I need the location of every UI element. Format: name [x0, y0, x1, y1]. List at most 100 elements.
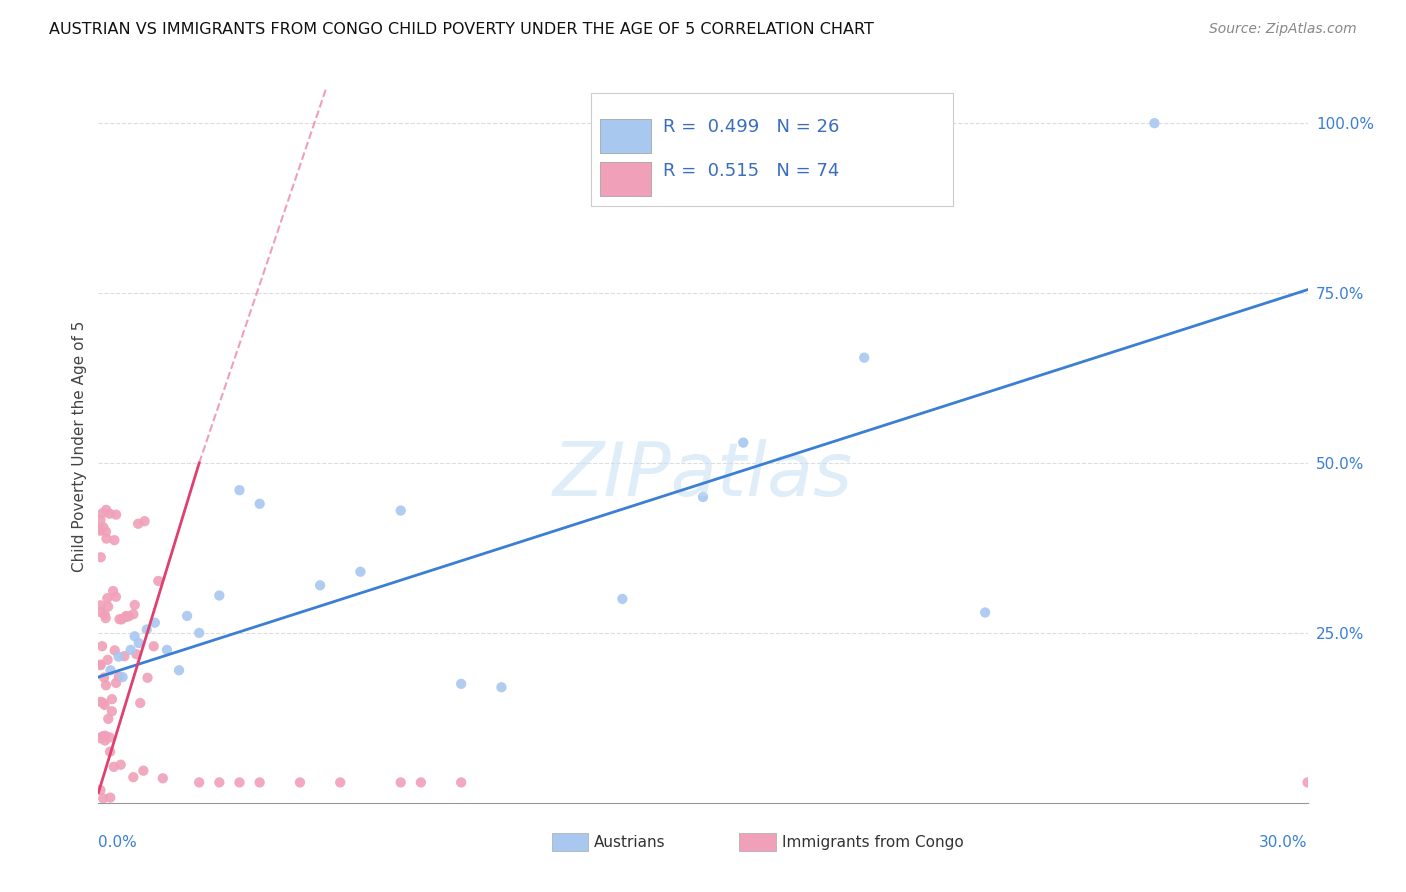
Point [122, 770, 145, 784]
Point [89, 522, 111, 536]
Point [974, 606, 997, 620]
Point [450, 677, 472, 691]
Point [91, 506, 114, 520]
Point [91, 791, 114, 805]
Point [148, 574, 170, 588]
Point [101, 692, 124, 706]
Point [122, 607, 145, 622]
Point [125, 647, 148, 661]
FancyBboxPatch shape [600, 120, 651, 153]
Point [208, 775, 231, 789]
Point [89, 695, 111, 709]
Point [124, 629, 146, 643]
Point [94, 729, 117, 743]
Point [152, 771, 174, 785]
Point [176, 608, 198, 623]
Point [110, 757, 132, 772]
Point [612, 591, 634, 606]
Point [94, 611, 117, 625]
FancyBboxPatch shape [600, 162, 651, 196]
Point [97, 599, 120, 614]
Point [409, 775, 432, 789]
Point [107, 649, 129, 664]
Point [104, 590, 127, 604]
Point [136, 671, 159, 685]
Point [103, 533, 125, 548]
Point [98, 790, 121, 805]
Point [349, 565, 371, 579]
Point [94, 503, 117, 517]
Point [98, 507, 121, 521]
Point [132, 764, 155, 778]
Point [142, 640, 165, 654]
Point [167, 663, 190, 677]
Point [93, 671, 115, 685]
FancyBboxPatch shape [551, 833, 588, 851]
Point [89, 658, 111, 673]
Point [208, 589, 231, 603]
Y-axis label: Child Poverty Under the Age of 5: Child Poverty Under the Age of 5 [72, 320, 87, 572]
Point [111, 670, 134, 684]
Point [93, 698, 115, 712]
Point [1143, 116, 1166, 130]
Point [249, 497, 271, 511]
Point [491, 680, 513, 694]
Point [94, 524, 117, 539]
Point [93, 607, 115, 622]
Point [97, 712, 120, 726]
Point [329, 775, 352, 789]
Point [309, 578, 332, 592]
Text: R =  0.515   N = 74: R = 0.515 N = 74 [664, 162, 839, 180]
Point [188, 775, 211, 789]
Text: Austrians: Austrians [595, 835, 666, 850]
Text: AUSTRIAN VS IMMIGRANTS FROM CONGO CHILD POVERTY UNDER THE AGE OF 5 CORRELATION C: AUSTRIAN VS IMMIGRANTS FROM CONGO CHILD … [49, 22, 875, 37]
Point [143, 615, 166, 630]
Point [450, 775, 472, 789]
Point [733, 435, 755, 450]
Text: R =  0.499   N = 26: R = 0.499 N = 26 [664, 118, 839, 136]
Point [104, 643, 127, 657]
Point [135, 623, 157, 637]
Point [1296, 775, 1319, 789]
Point [100, 663, 122, 677]
Point [89, 524, 111, 538]
Point [249, 775, 271, 789]
Text: Immigrants from Congo: Immigrants from Congo [782, 835, 963, 850]
Point [97, 653, 120, 667]
Point [124, 598, 146, 612]
FancyBboxPatch shape [591, 93, 953, 205]
Text: Source: ZipAtlas.com: Source: ZipAtlas.com [1209, 22, 1357, 37]
Point [228, 483, 250, 498]
Point [101, 704, 124, 718]
Point [112, 649, 135, 664]
Point [188, 626, 211, 640]
Point [129, 696, 152, 710]
Point [89, 599, 111, 613]
Point [389, 503, 412, 517]
Point [103, 760, 125, 774]
Point [853, 351, 876, 365]
Point [115, 610, 138, 624]
Point [91, 729, 114, 743]
Point [98, 731, 121, 745]
Point [110, 612, 132, 626]
Point [692, 490, 714, 504]
Point [96, 591, 118, 606]
Point [89, 783, 111, 797]
Point [120, 643, 142, 657]
Point [128, 636, 150, 650]
Point [94, 678, 117, 692]
Point [91, 639, 114, 653]
Point [94, 733, 117, 747]
Point [115, 609, 138, 624]
Point [108, 612, 131, 626]
Point [389, 775, 412, 789]
Point [90, 657, 112, 672]
Point [118, 609, 141, 624]
Point [89, 513, 111, 527]
Point [134, 514, 156, 528]
Point [93, 520, 115, 534]
Point [127, 516, 149, 531]
Point [98, 745, 121, 759]
Point [108, 670, 131, 684]
